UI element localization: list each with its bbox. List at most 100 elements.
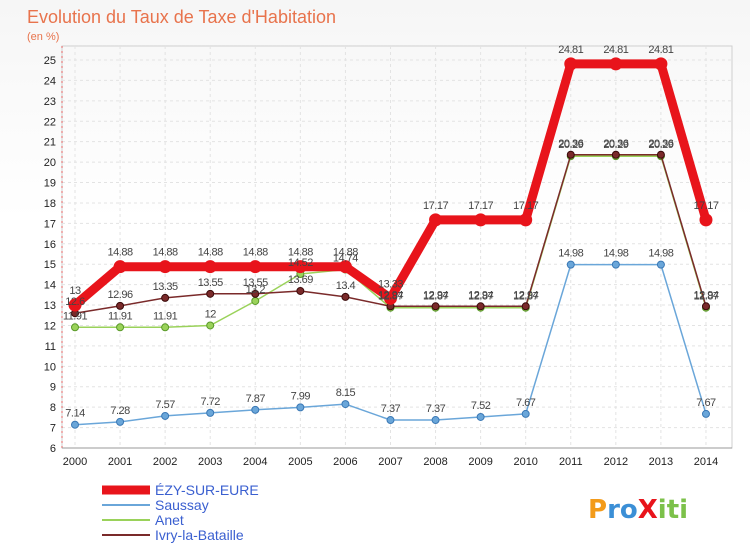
y-tick-label: 8 <box>50 402 56 414</box>
data-label: 7.67 <box>516 397 536 409</box>
data-point <box>248 260 262 274</box>
data-label: 13.55 <box>243 277 268 289</box>
data-point <box>654 57 668 71</box>
data-point <box>206 408 215 417</box>
data-label: 12.94 <box>378 289 403 301</box>
data-point <box>431 302 440 311</box>
data-point <box>383 291 397 305</box>
data-label: 7.52 <box>471 400 491 412</box>
data-label: 20.36 <box>603 138 628 150</box>
data-point <box>611 260 620 269</box>
data-label: 14.88 <box>288 247 313 259</box>
data-point <box>699 213 713 227</box>
data-label: 12.87 <box>378 291 403 303</box>
data-label: 7.28 <box>110 405 130 417</box>
y-tick-label: 7 <box>50 423 56 435</box>
data-point <box>338 260 352 274</box>
data-label: 14.74 <box>333 253 358 265</box>
data-label: 13.35 <box>153 281 178 293</box>
data-label: 13.69 <box>288 274 313 286</box>
data-label: 12.94 <box>513 289 538 301</box>
y-tick-label: 15 <box>44 259 56 271</box>
data-point <box>566 150 575 159</box>
data-label: 20.29 <box>558 139 583 151</box>
data-label: 13 <box>69 285 81 297</box>
data-label: 17.17 <box>513 200 538 212</box>
y-tick-label: 6 <box>50 443 56 455</box>
data-label: 12.94 <box>423 289 448 301</box>
data-point <box>296 286 305 295</box>
data-label: 14.88 <box>108 247 133 259</box>
y-tick-label: 9 <box>50 382 56 394</box>
data-label: 7.87 <box>246 393 266 405</box>
data-label: 7.57 <box>155 399 175 411</box>
logo-text: ProXiti <box>588 495 688 525</box>
data-label: 20.36 <box>648 138 673 150</box>
data-label: 11.91 <box>63 310 88 322</box>
data-point <box>158 260 172 274</box>
data-label: 14.88 <box>153 247 178 259</box>
x-tick-label: 2002 <box>153 456 177 468</box>
legend-label: Ivry-la-Bataille <box>155 527 244 543</box>
data-point <box>251 405 260 414</box>
data-label: 14.98 <box>648 248 673 260</box>
data-label: 12.87 <box>513 291 538 303</box>
y-tick-label: 10 <box>44 361 56 373</box>
data-point <box>293 260 307 274</box>
y-tick-label: 14 <box>44 280 56 292</box>
y-tick-label: 25 <box>44 55 56 67</box>
data-label: 14.98 <box>603 248 628 260</box>
data-point <box>251 289 260 298</box>
data-point <box>341 292 350 301</box>
data-point <box>161 411 170 420</box>
y-tick-label: 19 <box>44 178 56 190</box>
data-label: 12.94 <box>693 289 718 301</box>
data-point <box>476 302 485 311</box>
data-label: 24.81 <box>648 44 673 56</box>
data-point <box>116 417 125 426</box>
x-tick-label: 2009 <box>468 456 492 468</box>
data-point <box>429 213 443 227</box>
data-label: 20.36 <box>558 138 583 150</box>
axes: 6 7 8 9 10 11 12 13 14 15 16 17 18 19 20 21 22 23 24 25 2000… <box>44 46 732 468</box>
data-label: 7.37 <box>426 403 446 415</box>
y-tick-label: 17 <box>44 218 56 230</box>
data-point <box>656 150 665 159</box>
x-tick-label: 2008 <box>423 456 447 468</box>
data-label: 7.67 <box>696 397 716 409</box>
data-point <box>476 412 485 421</box>
data-label: 12.87 <box>423 291 448 303</box>
data-label: 12.6 <box>65 296 85 308</box>
chart-title: Evolution du Taux de Taxe d'Habitation <box>27 7 336 27</box>
y-tick-label: 21 <box>44 137 56 149</box>
data-point <box>521 409 530 418</box>
legend-label: Anet <box>155 512 184 528</box>
x-tick-label: 2001 <box>108 456 132 468</box>
data-label: 11.91 <box>108 310 133 322</box>
data-label: 24.81 <box>558 44 583 56</box>
x-tick-label: 2007 <box>378 456 402 468</box>
data-label: 7.72 <box>200 396 220 408</box>
y-tick-label: 24 <box>44 75 56 87</box>
data-label: 13.4 <box>336 280 356 292</box>
x-tick-label: 2010 <box>513 456 537 468</box>
legend-label: ÉZY-SUR-EURE <box>155 482 259 498</box>
data-point <box>116 301 125 310</box>
data-label: 12.87 <box>468 291 493 303</box>
data-label: 13.55 <box>198 277 223 289</box>
data-point <box>296 403 305 412</box>
data-point <box>564 57 578 71</box>
data-point <box>656 260 665 269</box>
data-labels: 7.14 7.28 7.57 7.72 7.87 7.99 8.15 7.37 7.37 7.52… <box>63 44 719 420</box>
data-point <box>113 260 127 274</box>
data-label: 7.37 <box>381 403 401 415</box>
x-tick-label: 2013 <box>649 456 673 468</box>
data-point <box>431 416 440 425</box>
x-tick-label: 2011 <box>559 456 583 468</box>
x-tick-label: 2005 <box>288 456 312 468</box>
y-tick-label: 18 <box>44 198 56 210</box>
data-label: 7.14 <box>65 408 85 420</box>
